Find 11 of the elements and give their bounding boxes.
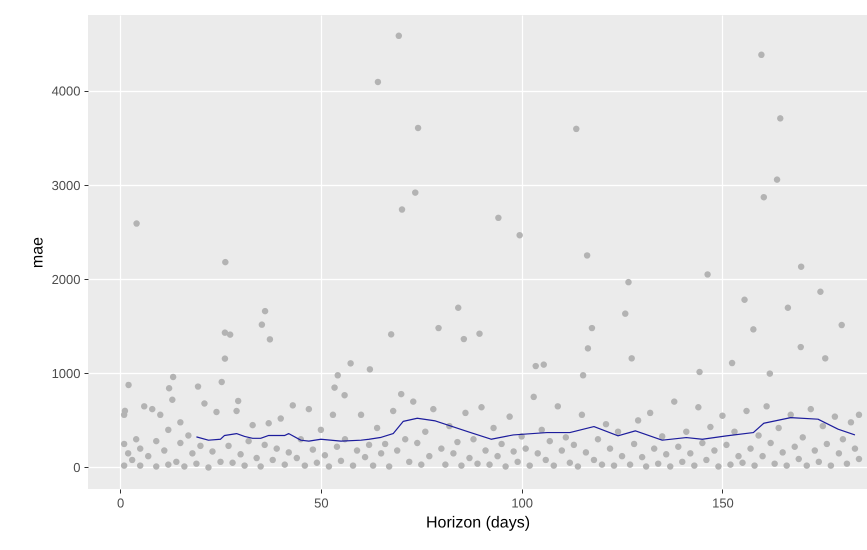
x-tick-label: 100 [511,496,534,510]
x-tick-label: 0 [117,496,124,510]
y-tick-label: 3000 [52,178,80,193]
x-tick-label: 150 [712,496,734,510]
y-tick-label: 0 [73,460,80,475]
y-tick-label: 2000 [52,272,80,287]
x-axis-title: Horizon (days) [426,514,530,532]
y-tick-label: 1000 [52,366,80,381]
x-tick-label: 50 [314,496,329,510]
y-axis-title: mae [30,236,47,268]
y-tick-label: 4000 [52,84,80,99]
